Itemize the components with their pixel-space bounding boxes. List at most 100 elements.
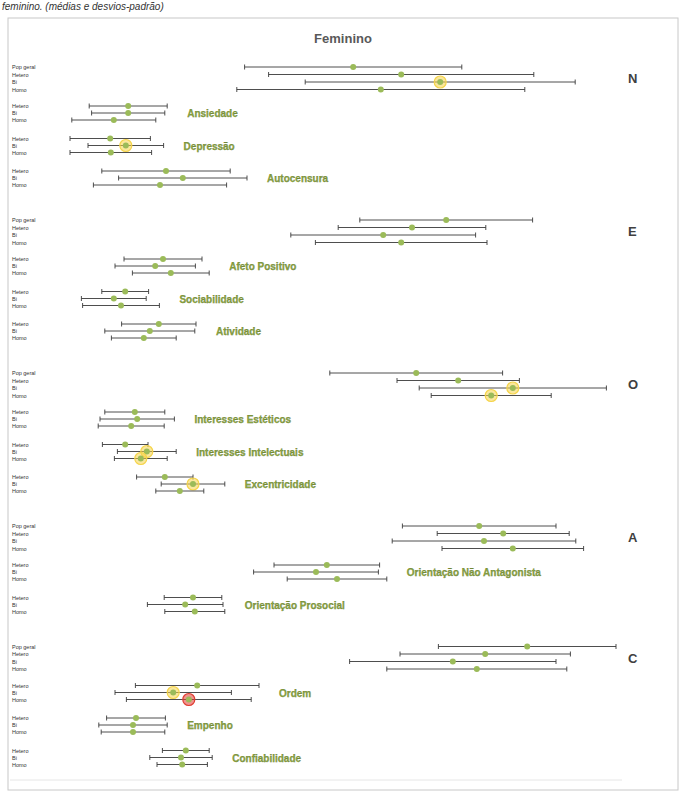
plot-area bbox=[70, 64, 616, 768]
highlight bbox=[135, 453, 147, 465]
error-cap bbox=[259, 683, 260, 688]
mean-dot bbox=[398, 240, 404, 246]
error-bar bbox=[83, 303, 160, 308]
error-cap bbox=[135, 683, 136, 688]
error-bar bbox=[164, 595, 222, 600]
mean-dot bbox=[443, 217, 449, 223]
error-bar bbox=[287, 577, 387, 582]
error-cap bbox=[164, 609, 165, 614]
row-label: Homo bbox=[12, 609, 27, 615]
error-cap bbox=[195, 264, 196, 269]
row-label: Bi bbox=[12, 481, 17, 487]
error-cap bbox=[475, 233, 476, 238]
row-label: Hetero bbox=[12, 715, 29, 721]
error-cap bbox=[174, 417, 175, 422]
row-label: Homo bbox=[12, 87, 27, 93]
error-cap bbox=[104, 410, 105, 415]
error-cap bbox=[157, 762, 158, 767]
error-bar bbox=[305, 80, 575, 85]
error-cap bbox=[524, 87, 525, 92]
row-label: Homo bbox=[12, 576, 27, 582]
error-bar bbox=[165, 609, 225, 614]
row-label: Hetero bbox=[12, 256, 29, 262]
mean-dot bbox=[482, 651, 488, 657]
facet-label: Afeto Positivo bbox=[229, 261, 296, 272]
row-label: Bi bbox=[12, 416, 17, 422]
error-bar bbox=[291, 233, 476, 238]
mean-dot bbox=[190, 595, 196, 601]
x-axis bbox=[10, 780, 622, 781]
row-label: Homo bbox=[12, 393, 27, 399]
facet-label: Interesses Intelectuais bbox=[196, 447, 304, 458]
row-label: Homo bbox=[12, 117, 27, 123]
error-cap bbox=[226, 183, 227, 188]
row-label: Homo bbox=[12, 335, 27, 341]
row-label: Hetero bbox=[12, 562, 29, 568]
error-bar bbox=[105, 329, 195, 334]
row-label: Bi bbox=[12, 722, 17, 728]
row-label: Homo bbox=[12, 270, 27, 276]
error-cap bbox=[556, 659, 557, 664]
error-bar bbox=[102, 442, 148, 447]
row-label: Hetero bbox=[12, 136, 29, 142]
mean-dot bbox=[133, 715, 139, 721]
error-cap bbox=[231, 690, 232, 695]
mean-dot bbox=[147, 328, 153, 334]
error-cap bbox=[221, 595, 222, 600]
error-bar bbox=[437, 531, 569, 536]
mean-dot bbox=[190, 481, 196, 487]
error-bar bbox=[137, 475, 193, 480]
error-bar bbox=[100, 417, 174, 422]
error-cap bbox=[115, 690, 116, 695]
error-cap bbox=[167, 104, 168, 109]
highlight bbox=[183, 694, 195, 706]
row-label: Hetero bbox=[12, 103, 29, 109]
mean-dot bbox=[178, 755, 184, 761]
highlight bbox=[507, 382, 519, 394]
row-label: Hetero bbox=[12, 409, 29, 415]
error-cap bbox=[93, 183, 94, 188]
error-bar bbox=[162, 748, 209, 753]
row-label: Homo bbox=[12, 762, 27, 768]
error-cap bbox=[167, 456, 168, 461]
error-cap bbox=[136, 475, 137, 480]
error-cap bbox=[519, 378, 520, 383]
error-bar bbox=[392, 539, 576, 544]
row-label: Homo bbox=[12, 303, 27, 309]
error-bar bbox=[150, 755, 212, 760]
row-label: Pop geral bbox=[12, 644, 36, 650]
error-cap bbox=[349, 659, 350, 664]
row-label: Bi bbox=[12, 296, 17, 302]
error-bar bbox=[237, 87, 525, 92]
error-bar bbox=[400, 652, 570, 657]
error-bar bbox=[70, 150, 152, 155]
error-cap bbox=[461, 65, 462, 70]
error-cap bbox=[150, 136, 151, 141]
error-bar bbox=[135, 683, 259, 688]
error-cap bbox=[402, 524, 403, 529]
mean-dot bbox=[180, 175, 186, 181]
facet-label: Interesses Estéticos bbox=[194, 414, 291, 425]
facet-label: Sociabilidade bbox=[179, 294, 244, 305]
mean-dot bbox=[398, 72, 404, 78]
error-cap bbox=[100, 417, 101, 422]
error-cap bbox=[247, 176, 248, 181]
error-cap bbox=[117, 449, 118, 454]
chart: feminino. (médias e desvios-padrão)Femin… bbox=[0, 0, 684, 795]
row-label: Hetero bbox=[12, 321, 29, 327]
error-cap bbox=[437, 531, 438, 536]
error-cap bbox=[575, 80, 576, 85]
error-cap bbox=[551, 393, 552, 398]
row-label: Hetero bbox=[12, 651, 29, 657]
error-cap bbox=[106, 716, 107, 721]
error-cap bbox=[575, 539, 576, 544]
error-cap bbox=[155, 118, 156, 123]
facet-label: Confiabilidade bbox=[232, 753, 301, 764]
mean-dot bbox=[157, 182, 163, 188]
highlight bbox=[167, 687, 179, 699]
mean-dot bbox=[170, 690, 176, 696]
error-cap bbox=[82, 303, 83, 308]
error-bar bbox=[274, 563, 380, 568]
mean-dot bbox=[510, 546, 516, 552]
error-cap bbox=[149, 755, 150, 760]
